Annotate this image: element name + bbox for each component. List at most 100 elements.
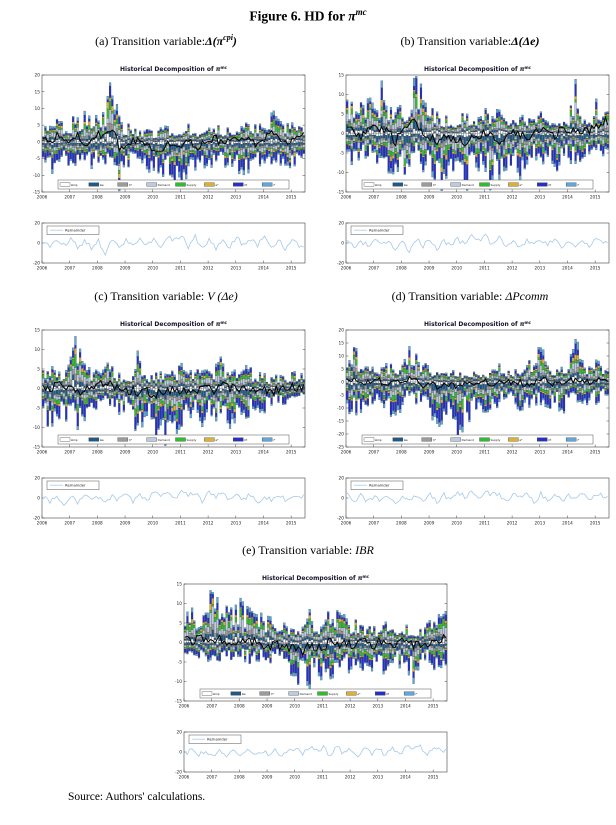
svg-text:15: 15 <box>339 73 345 79</box>
svg-text:2008: 2008 <box>92 266 103 271</box>
svg-text:-15: -15 <box>33 445 40 451</box>
figure-title-symbol: π <box>348 8 356 24</box>
figure-title-prefix: Figure 6. HD for <box>249 8 349 24</box>
svg-text:5: 5 <box>341 112 344 118</box>
caption-math-tail: ) <box>232 34 237 48</box>
caption-text: (c) Transition variable: <box>94 289 208 303</box>
svg-text:Supply: Supply <box>187 183 197 187</box>
svg-text:20: 20 <box>339 221 345 227</box>
svg-text:-10: -10 <box>33 173 40 179</box>
panel-e: (e) Transition variable: IBR Historical … <box>164 542 452 785</box>
panel-a-caption: (a) Transition variable:Δ(πcpi) <box>95 33 237 57</box>
panel-e-caption: (e) Transition variable: IBR <box>242 542 374 566</box>
svg-text:2014: 2014 <box>562 266 573 271</box>
svg-text:Δe: Δe <box>100 183 104 187</box>
svg-text:2015: 2015 <box>286 266 297 271</box>
svg-text:πf: πf <box>548 183 552 187</box>
svg-text:2008: 2008 <box>396 266 407 271</box>
svg-text:2013: 2013 <box>230 195 241 200</box>
svg-text:0: 0 <box>37 139 40 145</box>
svg-text:2010: 2010 <box>451 266 462 271</box>
svg-text:20: 20 <box>35 221 41 227</box>
hd-chart-e: Historical Decomposition of πmc151050-5-… <box>175 574 448 709</box>
svg-text:Demand: Demand <box>158 183 170 187</box>
panel-a: (a) Transition variable:Δ(πcpi) Historic… <box>22 33 310 276</box>
svg-text:2007: 2007 <box>64 266 75 271</box>
svg-text:Δmp: Δmp <box>375 183 382 187</box>
svg-text:i*: i* <box>577 183 580 187</box>
caption-text: (b) Transition variable: <box>400 34 512 48</box>
svg-text:0: 0 <box>37 386 40 392</box>
svg-text:-10: -10 <box>33 425 40 431</box>
svg-text:10: 10 <box>35 106 41 112</box>
caption-math: Δ(π <box>205 34 224 48</box>
hd-chart-c: Historical Decomposition of πmc 15 10 5 0 -5 -… <box>33 320 306 455</box>
svg-text:-5: -5 <box>36 156 41 162</box>
svg-text:2013: 2013 <box>534 266 545 271</box>
svg-text:e*: e* <box>519 183 523 187</box>
svg-text:2006: 2006 <box>341 266 352 271</box>
caption-math: ΔPcomm <box>505 289 549 303</box>
svg-text:0: 0 <box>341 131 344 137</box>
panel-d-caption: (d) Transition variable: ΔPcomm <box>392 288 549 312</box>
svg-text:2012: 2012 <box>507 266 518 271</box>
remainder-chart-a: 20 0 -20 Remainder 2006 2007 2008 2009 2010 2011 2… <box>33 221 306 271</box>
svg-text:2014: 2014 <box>258 195 269 200</box>
svg-text:-5: -5 <box>36 406 41 412</box>
svg-text:2009: 2009 <box>424 195 435 200</box>
caption-math-tail: ) <box>535 34 540 48</box>
svg-text:15: 15 <box>35 328 41 334</box>
panel-b: (b) Transition variable:Δ(Δe) Historical… <box>326 33 614 276</box>
caption-math: Δ(Δe <box>511 34 536 48</box>
svg-text:2008: 2008 <box>92 195 103 200</box>
svg-text:Supply: Supply <box>491 183 501 187</box>
figure-title: Figure 6. HD for πmc <box>0 7 616 25</box>
panel-b-caption: (b) Transition variable:Δ(Δe) <box>400 33 539 57</box>
svg-text:π*: π* <box>129 183 133 187</box>
panel-c-caption: (c) Transition variable: V (Δe) <box>94 288 237 312</box>
svg-text:Historical Decomposition of πm: Historical Decomposition of πmc <box>120 320 228 328</box>
svg-text:πf: πf <box>244 183 248 187</box>
svg-text:10: 10 <box>339 92 345 98</box>
svg-text:Historical Decomposition of πm: Historical Decomposition of πmc <box>120 65 228 73</box>
svg-text:Δe: Δe <box>404 183 408 187</box>
svg-text:2015: 2015 <box>590 195 601 200</box>
svg-text:Δmp: Δmp <box>71 183 78 187</box>
svg-text:5: 5 <box>37 367 40 373</box>
svg-text:15: 15 <box>35 89 41 95</box>
svg-text:2007: 2007 <box>368 266 379 271</box>
svg-text:Remainder: Remainder <box>369 227 390 232</box>
svg-text:2014: 2014 <box>258 266 269 271</box>
remainder-chart-b: 20 0 -20 Remainder 2006 2007 2008 2009 2010 2011 2… <box>337 221 610 271</box>
svg-text:10: 10 <box>35 347 41 353</box>
svg-text:π*: π* <box>433 183 437 187</box>
svg-text:2012: 2012 <box>203 195 214 200</box>
svg-text:2012: 2012 <box>203 266 214 271</box>
svg-text:-20: -20 <box>337 261 344 267</box>
svg-text:2015: 2015 <box>286 195 297 200</box>
caption-text: (d) Transition variable: <box>391 289 506 303</box>
svg-text:0: 0 <box>341 241 344 247</box>
hd-chart-d: Historical Decomposition of πmc20151050-… <box>337 320 610 455</box>
hd-chart-b: Historical Decomposition of πmc 15 10 5 0 -5 -… <box>337 65 610 200</box>
svg-text:Demand: Demand <box>462 183 474 187</box>
svg-text:2013: 2013 <box>230 266 241 271</box>
figure-title-superscript: mc <box>355 7 367 17</box>
svg-text:2015: 2015 <box>590 266 601 271</box>
svg-text:2008: 2008 <box>396 195 407 200</box>
svg-text:-15: -15 <box>337 190 344 196</box>
svg-text:2006: 2006 <box>37 195 48 200</box>
svg-text:e*: e* <box>215 183 219 187</box>
svg-text:2011: 2011 <box>175 266 186 271</box>
caption-text: (a) Transition variable: <box>95 34 206 48</box>
svg-text:2006: 2006 <box>37 266 48 271</box>
svg-text:2006: 2006 <box>341 195 352 200</box>
svg-text:2011: 2011 <box>175 195 186 200</box>
svg-text:i*: i* <box>273 183 276 187</box>
source-note: Source: Authors' calculations. <box>68 791 206 803</box>
svg-text:2011: 2011 <box>479 195 490 200</box>
svg-text:2014: 2014 <box>562 195 573 200</box>
svg-text:2007: 2007 <box>368 195 379 200</box>
